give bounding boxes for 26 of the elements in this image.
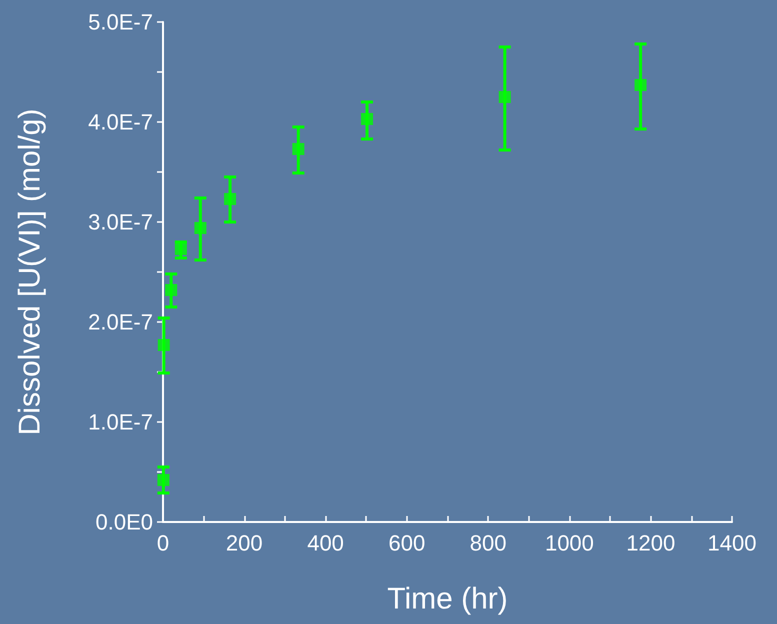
y-tick-label: 0.0E0 [96, 510, 153, 534]
x-tick-label: 1200 [626, 530, 676, 556]
x-axis-title: Time (hr) [387, 582, 508, 616]
point [174, 243, 187, 255]
y-axis-title: Dissolved [U(VI)] (mol/g) [14, 108, 46, 436]
y-tick-label: 4.0E-7 [88, 110, 153, 134]
point [361, 113, 374, 125]
x-tick-label: 0 [156, 530, 170, 556]
point [224, 193, 236, 205]
point [157, 474, 170, 486]
x-tick-label: 600 [388, 530, 426, 556]
point [158, 339, 170, 351]
y-tick-label: 2.0E-7 [88, 310, 153, 334]
x-tick-label: 800 [470, 530, 506, 556]
point [165, 284, 178, 296]
y-tick-label: 3.0E-7 [88, 210, 153, 234]
y-tick-label: 5.0E-7 [88, 10, 153, 34]
x-tick-label: 200 [226, 530, 263, 556]
x-tick-label: 400 [307, 530, 344, 556]
x-tick-label: 1000 [544, 530, 594, 556]
y-tick-label: 1.0E-7 [88, 410, 153, 434]
point [498, 91, 511, 103]
point [634, 79, 647, 91]
point [194, 222, 206, 234]
point [292, 143, 304, 155]
x-tick-label: 1400 [708, 530, 756, 556]
